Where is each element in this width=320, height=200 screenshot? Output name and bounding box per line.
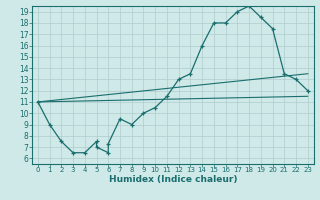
X-axis label: Humidex (Indice chaleur): Humidex (Indice chaleur) xyxy=(108,175,237,184)
